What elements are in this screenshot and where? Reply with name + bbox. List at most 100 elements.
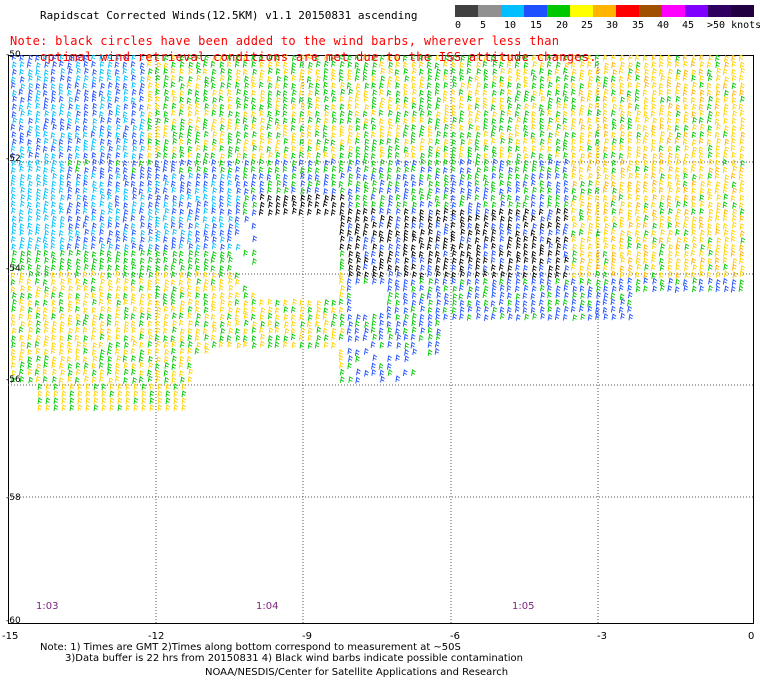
wind-barb	[379, 88, 384, 96]
wind-barb	[36, 188, 41, 196]
wind-barb	[371, 55, 377, 61]
wind-barb	[684, 258, 689, 265]
wind-barb	[347, 362, 352, 370]
wind-barb	[483, 214, 489, 222]
wind-barb	[506, 60, 512, 68]
wind-barb	[106, 306, 112, 314]
wind-barb	[428, 250, 434, 258]
wind-barb	[147, 132, 153, 139]
wind-barb	[35, 95, 40, 103]
map-title: Rapidscat Corrected Winds(12.5KM) v1.1 2…	[40, 9, 418, 22]
wind-barb	[532, 74, 538, 82]
wind-barb	[236, 187, 242, 195]
wind-barb	[652, 214, 658, 222]
wind-barb	[27, 222, 32, 230]
wind-barb	[66, 172, 72, 180]
wind-barb	[202, 68, 208, 75]
wind-barb	[165, 383, 171, 391]
wind-barb	[43, 348, 49, 356]
wind-barb	[348, 257, 353, 265]
wind-barb	[211, 180, 216, 188]
wind-barb	[531, 256, 537, 264]
wind-barb	[602, 250, 608, 258]
wind-barb	[419, 277, 425, 285]
wind-barb	[179, 236, 185, 243]
wind-barb	[491, 271, 497, 279]
wind-barb	[603, 55, 608, 61]
wind-barb	[164, 361, 170, 369]
wind-barb	[131, 263, 137, 271]
wind-barb	[739, 214, 745, 222]
wind-barb	[443, 145, 449, 153]
wind-barb	[643, 195, 649, 202]
wind-barb	[732, 165, 738, 173]
wind-barb	[586, 95, 592, 103]
wind-barb	[347, 313, 353, 321]
wind-barb	[732, 110, 737, 118]
wind-barb	[267, 82, 273, 90]
wind-barb	[252, 235, 258, 243]
wind-barb	[315, 96, 321, 104]
wind-barb	[330, 320, 336, 328]
wind-barb	[163, 271, 169, 279]
wind-barb	[27, 159, 33, 167]
wind-barb	[259, 104, 264, 111]
wind-barb	[74, 376, 80, 384]
wind-barb	[173, 404, 179, 412]
wind-barb	[379, 312, 384, 320]
wind-barb	[227, 194, 232, 201]
wind-barb	[12, 61, 17, 69]
wind-barb	[410, 244, 416, 252]
wind-barb	[10, 272, 16, 279]
wind-barb	[299, 61, 305, 68]
wind-barb	[411, 256, 417, 264]
wind-barb	[443, 313, 448, 321]
wind-barb	[43, 123, 48, 131]
wind-barb	[435, 235, 441, 243]
wind-barb	[659, 158, 665, 166]
wind-barb	[716, 193, 722, 201]
wind-barb	[36, 180, 42, 187]
wind-barb	[530, 95, 536, 103]
wind-barb	[82, 356, 88, 364]
wind-barb	[339, 159, 344, 167]
wind-barb	[82, 270, 88, 278]
wind-barb	[83, 236, 89, 244]
wind-barb	[156, 356, 161, 364]
wind-barb	[355, 251, 361, 259]
wind-barb	[347, 68, 353, 76]
wind-barb	[379, 277, 385, 285]
wind-barb	[107, 193, 113, 201]
wind-barb	[388, 109, 393, 117]
wind-barb	[428, 137, 433, 145]
wind-barb	[724, 89, 729, 97]
wind-barb	[91, 306, 97, 314]
wind-barb	[386, 362, 392, 370]
wind-barb	[291, 159, 297, 167]
wind-barb	[234, 291, 240, 299]
wind-barb	[99, 375, 104, 383]
wind-barb	[178, 312, 184, 320]
wind-barb	[387, 117, 393, 125]
wind-barb	[156, 117, 161, 125]
wind-barb	[251, 326, 257, 334]
wind-barb	[620, 110, 625, 117]
wind-barb	[386, 221, 392, 229]
wind-barb	[53, 397, 59, 405]
wind-barb	[195, 130, 201, 138]
wind-barb	[52, 320, 58, 328]
wind-barb	[292, 89, 297, 96]
wind-barb	[178, 250, 184, 258]
wind-barb	[203, 292, 209, 300]
wind-barb	[250, 75, 256, 83]
wind-barb	[547, 153, 553, 161]
wind-barb	[691, 179, 697, 187]
wind-barb	[130, 97, 136, 104]
wind-barb	[658, 89, 664, 97]
wind-barb	[547, 137, 552, 145]
wind-barb	[379, 271, 384, 279]
wind-barb	[187, 256, 193, 264]
wind-barb	[652, 179, 657, 187]
wind-barb	[515, 180, 521, 188]
colorbar-segment	[524, 5, 547, 17]
